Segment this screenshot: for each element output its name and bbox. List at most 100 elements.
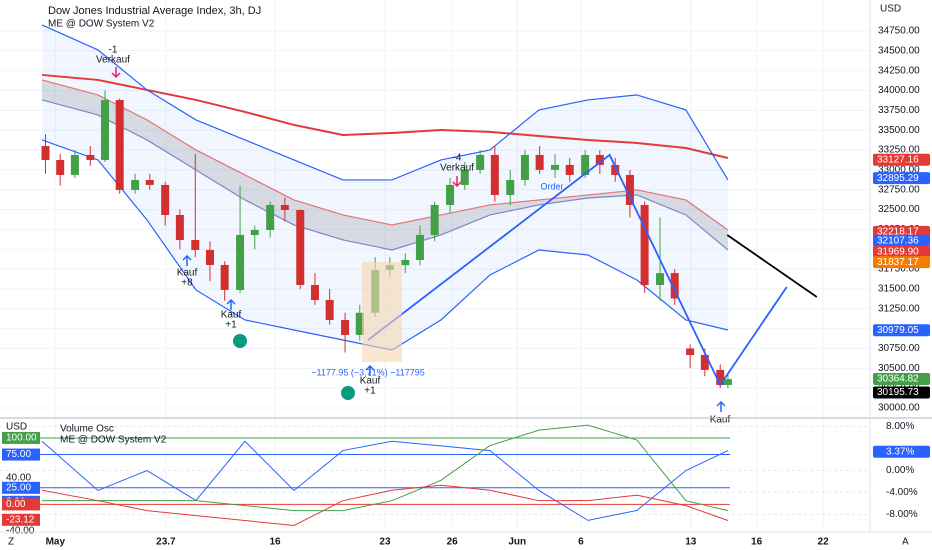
candle-body xyxy=(401,259,410,266)
annotation: Kauf xyxy=(710,415,731,426)
osc-tag-label: 100.00 xyxy=(6,433,37,444)
osc-title: Volume Osc xyxy=(60,424,114,435)
osc-tag xyxy=(2,431,40,444)
candle-body xyxy=(220,264,229,290)
y-tick-label: 30750.00 xyxy=(878,343,920,354)
candle-body xyxy=(115,100,124,190)
osc-tag-label: 0.00 xyxy=(6,499,26,510)
candle-body xyxy=(355,312,364,335)
osc-tag-label: 75.00 xyxy=(6,449,31,460)
buy-arrow xyxy=(365,364,375,376)
candle-body xyxy=(565,164,574,175)
candle-body xyxy=(131,179,140,190)
x-tick-label: 23.7 xyxy=(156,537,176,548)
x-tick-label: May xyxy=(46,537,66,548)
candle-body xyxy=(595,154,604,165)
annotation: -4 xyxy=(453,153,462,164)
indicator-name: ME @ DOW System V2 xyxy=(48,19,155,30)
x-tick-label: 26 xyxy=(447,537,459,548)
x-tick-label: 23 xyxy=(379,537,391,548)
osc-tag xyxy=(2,513,40,526)
signal-icon[interactable] xyxy=(233,334,247,348)
candle-body xyxy=(205,249,214,265)
currency: USD xyxy=(880,4,901,15)
candle-body xyxy=(656,273,665,285)
osc-y2-tick-label: -4.00% xyxy=(886,487,918,498)
candle-body xyxy=(581,154,590,175)
candle-body xyxy=(100,100,109,160)
sell-arrow xyxy=(111,67,121,79)
osc-tag xyxy=(2,448,40,461)
annotation: Verkauf xyxy=(96,55,130,66)
osc-y2-tick-label: -8.00% xyxy=(886,509,918,520)
trend-line xyxy=(726,234,818,298)
y-tick-label: 30500.00 xyxy=(878,363,920,374)
annotation: +8 xyxy=(181,278,193,289)
osc-tag-label: 25.00 xyxy=(6,482,31,493)
sell-arrow xyxy=(452,176,462,188)
price-tag xyxy=(873,373,930,386)
candle-body xyxy=(611,164,620,175)
x-tick-label: 6 xyxy=(578,537,584,548)
osc-tag xyxy=(873,445,930,458)
y-tick-label: 31500.00 xyxy=(878,284,920,295)
osc-line xyxy=(41,424,729,512)
y-tick-label: 30000.00 xyxy=(878,403,920,414)
y-tick-label: 33750.00 xyxy=(878,105,920,116)
osc-tag xyxy=(2,481,40,494)
price-tag-label: 30364.82 xyxy=(877,374,919,385)
price-tag-label: 30979.05 xyxy=(877,325,919,336)
x-tick-label: 16 xyxy=(751,537,763,548)
x-tick-label: 22 xyxy=(818,537,830,548)
y-tick-label: 33250.00 xyxy=(878,145,920,156)
price-tag-label: 31969.90 xyxy=(877,246,919,257)
candle-body xyxy=(415,234,424,260)
candle-body xyxy=(250,229,259,235)
y-tick-label: 31750.00 xyxy=(878,264,920,275)
candle-body xyxy=(145,179,154,185)
chart-title: Dow Jones Industrial Average Index, 3h, … xyxy=(48,5,261,17)
candle-body xyxy=(430,204,439,235)
osc-y2-tick-label: 0.00% xyxy=(886,465,914,476)
y-tick-label: 33500.00 xyxy=(878,125,920,136)
price-tag xyxy=(873,386,930,399)
candle-body xyxy=(723,379,732,385)
buy-arrow xyxy=(226,298,236,310)
footer-right[interactable]: A xyxy=(902,537,909,548)
osc-tag-label: -23.12 xyxy=(6,514,35,525)
y-tick-label: 34000.00 xyxy=(878,85,920,96)
annotation: Order xyxy=(540,181,563,191)
price-tag-label: 30195.73 xyxy=(877,387,919,398)
footer-left[interactable]: Z xyxy=(8,537,14,548)
candle-body xyxy=(266,204,275,230)
overlay-line xyxy=(41,79,729,231)
candle-body xyxy=(506,179,515,195)
y-tick-label: 34250.00 xyxy=(878,65,920,76)
overlay-line xyxy=(41,24,729,181)
y-tick-label: 32750.00 xyxy=(878,184,920,195)
candle-body xyxy=(670,273,679,299)
y-tick-label: 32500.00 xyxy=(878,204,920,215)
candle-body xyxy=(341,319,350,335)
signal-icon[interactable] xyxy=(341,386,355,400)
candle-body xyxy=(236,234,245,290)
price-tag-label: 32107.36 xyxy=(877,235,919,246)
x-tick-label: Jun xyxy=(508,537,526,548)
price-tag xyxy=(873,324,930,337)
candle-body xyxy=(70,154,79,175)
osc-currency: USD xyxy=(6,422,27,433)
osc-line xyxy=(41,440,729,521)
buy-arrow xyxy=(182,254,192,266)
candle-body xyxy=(460,169,469,185)
price-tag xyxy=(873,153,930,166)
candle-body xyxy=(716,369,725,385)
y-tick-label: 31250.00 xyxy=(878,303,920,314)
candle-body xyxy=(296,209,305,285)
candle-body xyxy=(700,354,709,370)
y-tick-label: 34500.00 xyxy=(878,45,920,56)
price-tag xyxy=(873,234,930,247)
trend-line xyxy=(367,153,788,387)
annotation: Kauf xyxy=(177,268,198,279)
y-tick-label: 34750.00 xyxy=(878,26,920,37)
osc-y-tick-label: 40.00 xyxy=(6,472,31,483)
